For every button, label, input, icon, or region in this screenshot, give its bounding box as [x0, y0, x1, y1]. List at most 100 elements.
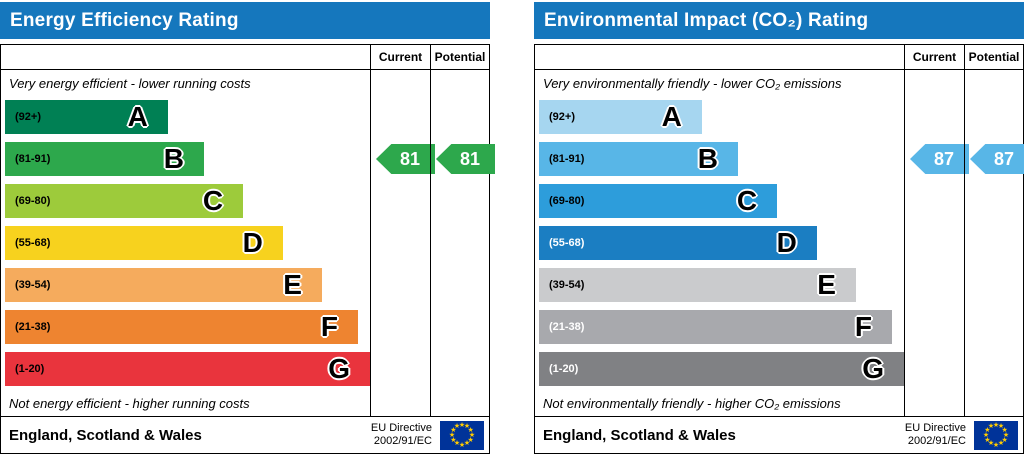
- current-rating-value: 87: [933, 148, 955, 169]
- band-a: (92+) A: [539, 100, 702, 134]
- band-row: (39-54) E: [535, 264, 904, 306]
- band-d: (55-68) D: [539, 226, 817, 260]
- band-letter: F: [854, 311, 873, 342]
- current-column-header: Current: [370, 45, 430, 70]
- band-letter: G: [328, 353, 350, 384]
- band-row: (69-80) C: [1, 180, 370, 222]
- top-note: Very energy efficient - lower running co…: [9, 75, 251, 91]
- energy-efficiency-rating-chart: Energy Efficiency Rating Current Potenti…: [0, 2, 495, 454]
- eu-flag-icon: ★ ★ ★ ★ ★ ★ ★ ★ ★ ★ ★ ★: [440, 420, 484, 450]
- band-e: (39-54) E: [539, 268, 856, 302]
- table-footer: England, Scotland & Wales EU Directive 2…: [535, 416, 1023, 453]
- band-range: (21-38): [15, 321, 51, 333]
- eu-directive-label: EU Directive 2002/91/EC: [371, 422, 432, 448]
- current-column-header: Current: [904, 45, 964, 70]
- rating-table: Current Potential Very environmentally f…: [534, 44, 1024, 454]
- top-note: Very environmentally friendly - lower CO…: [543, 75, 842, 91]
- band-range: (92+): [549, 111, 575, 123]
- band-letter: C: [736, 185, 758, 216]
- band-range: (55-68): [15, 237, 51, 249]
- chart-title: Energy Efficiency Rating: [10, 9, 239, 31]
- band-g: (1-20) G: [539, 352, 904, 386]
- band-letter: D: [242, 227, 263, 258]
- band-a: (92+) A: [5, 100, 168, 134]
- region-label: England, Scotland & Wales: [9, 426, 202, 444]
- current-rating-value: 81: [399, 148, 421, 169]
- band-c: (69-80) C: [539, 184, 778, 218]
- table-footer: England, Scotland & Wales EU Directive 2…: [1, 416, 489, 453]
- band-b: (81-91) B: [539, 142, 738, 176]
- band-range: (39-54): [15, 279, 51, 291]
- band-c: (69-80) C: [5, 184, 244, 218]
- eu-directive-line2: 2002/91/EC: [907, 435, 966, 447]
- chart-title-bar: Energy Efficiency Rating: [0, 2, 490, 39]
- potential-rating-value: 81: [459, 148, 481, 169]
- current-column: 81: [370, 70, 435, 416]
- current-rating-arrow: 87: [910, 144, 969, 174]
- potential-rating-arrow: 87: [970, 144, 1024, 174]
- band-range: (69-80): [15, 195, 51, 207]
- band-row: (55-68) D: [1, 222, 370, 264]
- band-row: (55-68) D: [535, 222, 904, 264]
- band-range: (55-68): [549, 237, 585, 249]
- current-rating-arrow: 81: [376, 144, 435, 174]
- band-row: (69-80) C: [535, 180, 904, 222]
- potential-column: 87: [964, 70, 1024, 416]
- environmental-impact-rating-chart: Environmental Impact (CO₂) Rating Curren…: [534, 2, 1024, 454]
- eu-directive-line1: EU Directive: [904, 421, 966, 434]
- band-b: (81-91) B: [5, 142, 204, 176]
- eu-directive-line1: EU Directive: [370, 421, 432, 434]
- band-range: (92+): [15, 111, 41, 123]
- band-range: (1-20): [549, 363, 579, 375]
- band-letter: B: [697, 143, 718, 174]
- current-column: 87: [904, 70, 969, 416]
- rating-table: Current Potential Very energy efficient …: [0, 44, 495, 454]
- band-letter: A: [661, 101, 682, 132]
- band-row: (1-20) G: [1, 348, 370, 390]
- band-letter: C: [202, 185, 224, 216]
- band-letter: D: [776, 227, 797, 258]
- bottom-note: Not environmentally friendly - higher CO…: [543, 395, 841, 411]
- chart-title: Environmental Impact (CO₂) Rating: [544, 9, 869, 31]
- band-f: (21-38) F: [5, 310, 359, 344]
- chart-title-bar: Environmental Impact (CO₂) Rating: [534, 2, 1024, 39]
- band-row: (92+) A: [1, 96, 370, 138]
- band-letter: B: [163, 143, 184, 174]
- band-row: (81-91) B: [1, 138, 370, 180]
- band-d: (55-68) D: [5, 226, 283, 260]
- table-header-spacer: [535, 45, 904, 70]
- potential-column-header: Potential: [964, 45, 1023, 70]
- band-range: (39-54): [549, 279, 585, 291]
- eu-directive-label: EU Directive 2002/91/EC: [905, 422, 966, 448]
- region-label: England, Scotland & Wales: [543, 426, 736, 444]
- band-e: (39-54) E: [5, 268, 322, 302]
- band-row: (81-91) B: [535, 138, 904, 180]
- band-range: (81-91): [549, 153, 585, 165]
- band-range: (1-20): [15, 363, 45, 375]
- band-row: (21-38) F: [1, 306, 370, 348]
- band-f: (21-38) F: [539, 310, 893, 344]
- bands-area: Very environmentally friendly - lower CO…: [535, 70, 904, 416]
- potential-column-header: Potential: [430, 45, 489, 70]
- band-letter: E: [283, 269, 302, 300]
- band-row: (1-20) G: [535, 348, 904, 390]
- band-letter: F: [320, 311, 339, 342]
- bottom-note: Not energy efficient - higher running co…: [9, 395, 250, 411]
- eu-directive-line2: 2002/91/EC: [373, 435, 432, 447]
- band-range: (69-80): [549, 195, 585, 207]
- band-row: (21-38) F: [535, 306, 904, 348]
- potential-rating-value: 87: [993, 148, 1015, 169]
- potential-rating-arrow: 81: [436, 144, 495, 174]
- band-row: (39-54) E: [1, 264, 370, 306]
- eu-flag-icon: ★ ★ ★ ★ ★ ★ ★ ★ ★ ★ ★ ★: [974, 420, 1018, 450]
- band-letter: A: [127, 101, 148, 132]
- table-header-spacer: [1, 45, 370, 70]
- band-row: (92+) A: [535, 96, 904, 138]
- bands-area: Very energy efficient - lower running co…: [1, 70, 370, 416]
- band-g: (1-20) G: [5, 352, 370, 386]
- band-range: (81-91): [15, 153, 51, 165]
- band-letter: G: [862, 353, 884, 384]
- potential-column: 81: [430, 70, 495, 416]
- band-letter: E: [817, 269, 836, 300]
- band-range: (21-38): [549, 321, 585, 333]
